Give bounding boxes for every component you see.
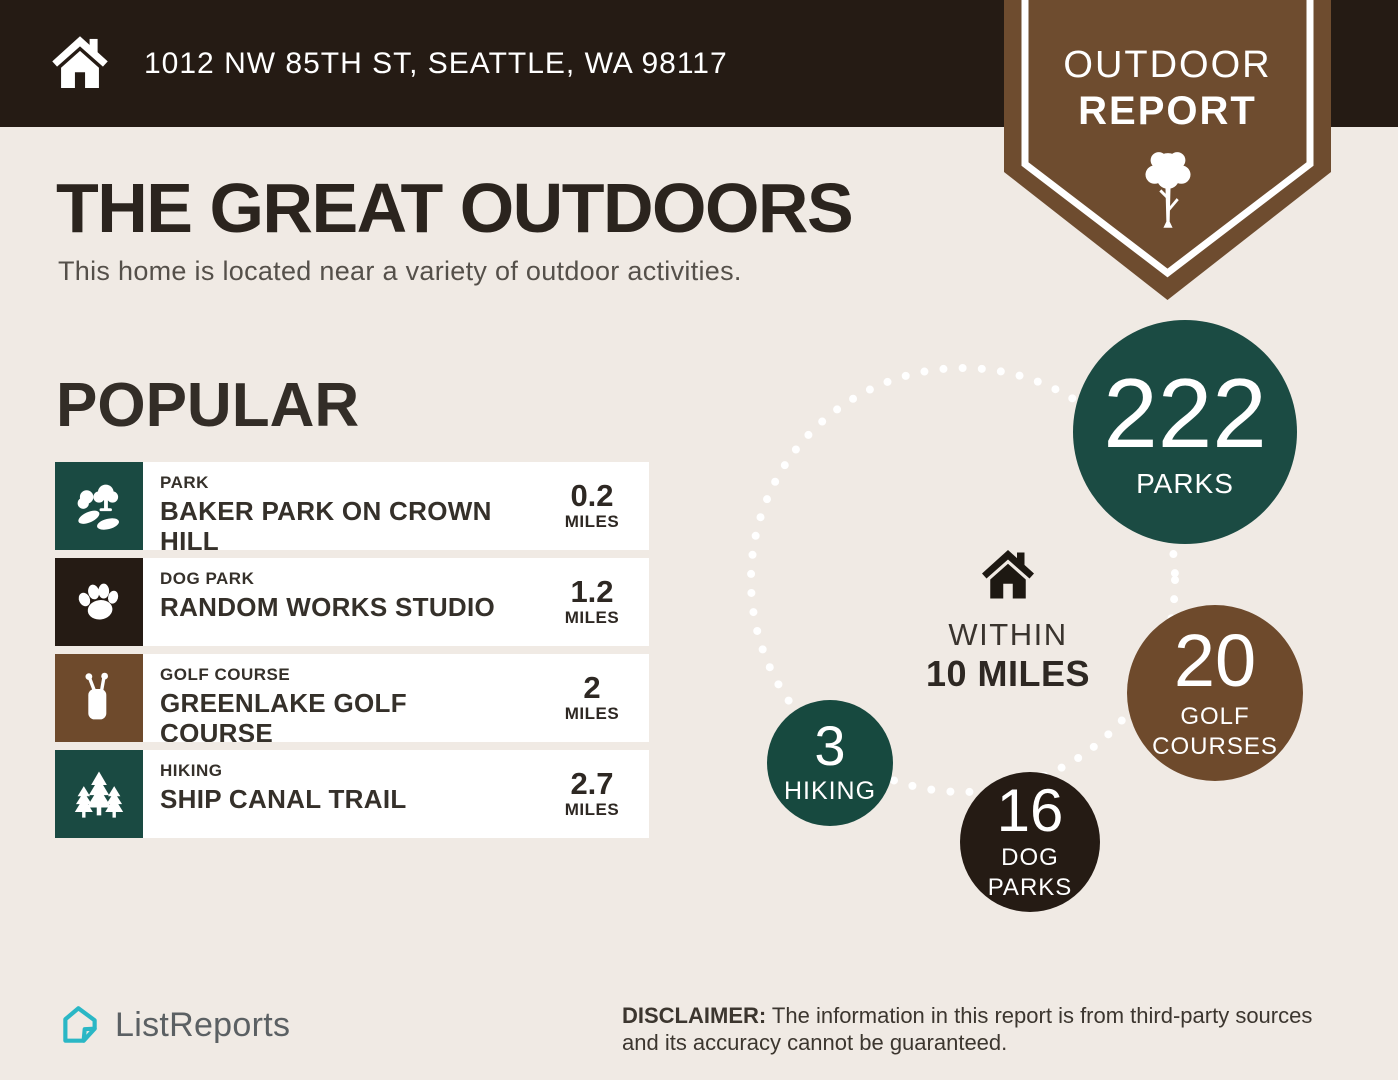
poi-distance-unit: MILES — [564, 704, 620, 724]
list-item-hiking: HIKING SHIP CANAL TRAIL 2.7 MILES — [55, 750, 649, 838]
poi-category: DOG PARK — [160, 569, 255, 588]
property-address: 1012 NW 85TH ST, SEATTLE, WA 98117 — [144, 46, 728, 80]
list-item-golf-course: GOLF COURSE GREENLAKE GOLF COURSE 2 MILE… — [55, 654, 649, 742]
popular-heading: POPULAR — [56, 371, 360, 440]
disclaimer-label: DISCLAIMER: — [622, 1003, 767, 1028]
stat-label: DOG PARKS — [987, 844, 1073, 901]
stat-value: 222 — [1103, 357, 1267, 468]
tree-icon — [1145, 152, 1190, 228]
page-title: THE GREAT OUTDOORS — [56, 169, 854, 247]
dotted-radius-ring — [747, 364, 1179, 796]
brand-name: ListReports — [115, 1005, 291, 1044]
stat-label: PARKS — [1136, 467, 1234, 499]
popular-list: PARK BAKER PARK ON CROWN HILL 0.2 MILES — [55, 462, 649, 846]
poi-distance-value: 2.7 — [570, 765, 614, 801]
ribbon-title-line1: OUTDOOR — [1063, 44, 1272, 86]
paw-icon — [55, 558, 143, 646]
poi-distance-unit: MILES — [564, 800, 620, 820]
poi-distance-value: 0.2 — [570, 477, 614, 513]
poi-category: PARK — [160, 473, 209, 492]
poi-name: RANDOM WORKS STUDIO — [160, 592, 496, 622]
stat-circle-golf-courses: 20 GOLF COURSES — [1127, 605, 1303, 781]
list-item-park: PARK BAKER PARK ON CROWN HILL 0.2 MILES — [55, 462, 649, 550]
poi-distance-unit: MILES — [564, 512, 620, 532]
poi-distance-unit: MILES — [564, 608, 620, 628]
radius-center: WITHIN 10 MILES — [903, 546, 1113, 695]
poi-category: HIKING — [160, 761, 223, 780]
listreports-logo: ListReports — [57, 1002, 290, 1048]
poi-distance-value: 2 — [583, 669, 601, 705]
radius-label-within: WITHIN — [948, 617, 1068, 652]
stat-circle-hiking: 3 HIKING — [767, 700, 893, 826]
park-icon — [55, 462, 143, 550]
poi-name: BAKER PARK ON CROWN HILL — [160, 496, 492, 550]
golf-bag-icon — [55, 654, 143, 742]
home-icon — [52, 35, 108, 88]
stat-value: 3 — [814, 714, 846, 778]
list-item-dog-park: DOG PARK RANDOM WORKS STUDIO 1.2 MILES — [55, 558, 649, 646]
stat-circle-dog-parks: 16 DOG PARKS — [960, 772, 1100, 912]
stat-label: GOLF COURSES — [1152, 703, 1278, 760]
stat-label: HIKING — [783, 777, 877, 806]
page-subtitle: This home is located near a variety of o… — [58, 256, 742, 286]
home-icon — [982, 550, 1034, 599]
radius-label-distance: 10 MILES — [925, 653, 1091, 694]
outdoor-report-ribbon: OUTDOOR REPORT — [1004, 0, 1331, 300]
ribbon-title-line2: REPORT — [1078, 89, 1257, 133]
stat-value: 16 — [996, 777, 1064, 844]
stat-circle-parks: 222 PARKS — [1073, 320, 1297, 544]
disclaimer-text: The information in this report is from t… — [622, 1003, 1313, 1055]
poi-name: SHIP CANAL TRAIL — [160, 784, 407, 814]
listreports-house-icon — [63, 1006, 97, 1043]
poi-name: GREENLAKE GOLF COURSE — [160, 688, 407, 742]
disclaimer: DISCLAIMER: The information in this repo… — [622, 1002, 1338, 1056]
ribbon-banner-shape — [1004, 0, 1331, 300]
poi-category: GOLF COURSE — [160, 665, 291, 684]
stat-value: 20 — [1173, 619, 1257, 702]
poi-distance-value: 1.2 — [570, 573, 614, 609]
pine-trees-icon — [55, 750, 143, 838]
